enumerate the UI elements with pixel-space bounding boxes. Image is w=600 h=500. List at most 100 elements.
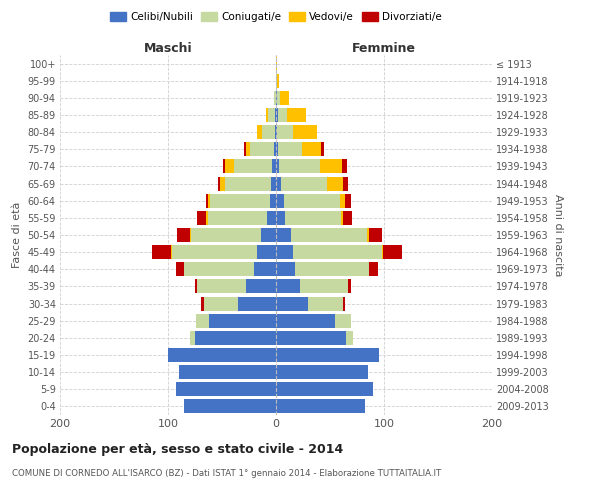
Bar [254,262,276,276]
Bar [280,91,289,105]
Bar [195,280,197,293]
Bar [293,125,317,139]
Bar [383,245,403,259]
Bar [274,91,276,105]
Bar [206,194,208,207]
Bar [340,194,345,207]
Bar [287,108,306,122]
Bar [276,56,277,70]
Bar [246,280,276,293]
Bar [176,382,276,396]
Bar [276,125,277,139]
Bar [276,211,284,225]
Bar [266,108,268,122]
Bar [293,245,382,259]
Bar [220,176,225,190]
Bar [234,160,272,173]
Bar [246,142,250,156]
Bar [261,228,276,242]
Bar [343,211,352,225]
Bar [274,142,276,156]
Bar [276,142,278,156]
Bar [276,400,365,413]
Bar [223,160,225,173]
Bar [346,331,353,345]
Bar [268,211,276,225]
Bar [341,211,343,225]
Bar [269,194,276,207]
Text: COMUNE DI CORNEDO ALL'ISARCO (BZ) - Dati ISTAT 1° gennaio 2014 - Elaborazione TU: COMUNE DI CORNEDO ALL'ISARCO (BZ) - Dati… [12,468,441,477]
Bar [276,108,278,122]
Bar [202,296,203,310]
Bar [268,108,275,122]
Bar [190,331,195,345]
Bar [191,228,261,242]
Bar [327,176,343,190]
Bar [176,262,184,276]
Bar [369,228,382,242]
Bar [276,176,281,190]
Bar [168,348,276,362]
Bar [345,194,350,207]
Bar [342,160,347,173]
Bar [275,108,276,122]
Bar [244,142,246,156]
Bar [262,125,275,139]
Bar [275,125,276,139]
Bar [284,211,341,225]
Bar [349,280,350,293]
Bar [210,194,269,207]
Bar [343,176,349,190]
Bar [367,228,369,242]
Bar [276,194,284,207]
Bar [279,160,320,173]
Bar [278,108,287,122]
Bar [335,314,350,328]
Bar [278,142,302,156]
Bar [308,296,343,310]
Bar [196,314,209,328]
Bar [225,160,234,173]
Bar [152,245,171,259]
Bar [276,348,379,362]
Bar [197,211,206,225]
Bar [276,365,368,379]
Bar [277,125,293,139]
Bar [281,176,327,190]
Bar [257,125,262,139]
Bar [184,262,254,276]
Bar [276,160,279,173]
Bar [195,331,276,345]
Bar [276,74,277,88]
Bar [208,194,210,207]
Bar [291,228,367,242]
Bar [276,314,335,328]
Bar [197,280,246,293]
Y-axis label: Anni di nascita: Anni di nascita [553,194,563,276]
Bar [284,194,340,207]
Bar [218,176,220,190]
Bar [238,296,276,310]
Text: Popolazione per età, sesso e stato civile - 2014: Popolazione per età, sesso e stato civil… [12,442,343,456]
Bar [172,245,257,259]
Bar [176,228,190,242]
Bar [208,211,268,225]
Bar [277,74,279,88]
Bar [250,142,274,156]
Text: Femmine: Femmine [352,42,416,55]
Text: Maschi: Maschi [143,42,193,55]
Bar [320,160,342,173]
Bar [184,400,276,413]
Bar [302,142,322,156]
Bar [276,91,277,105]
Bar [276,228,291,242]
Bar [276,280,300,293]
Bar [322,142,323,156]
Bar [206,211,208,225]
Bar [257,245,276,259]
Bar [179,365,276,379]
Bar [272,160,276,173]
Legend: Celibi/Nubili, Coniugati/e, Vedovi/e, Divorziati/e: Celibi/Nubili, Coniugati/e, Vedovi/e, Di… [106,8,446,26]
Bar [203,296,238,310]
Bar [276,296,308,310]
